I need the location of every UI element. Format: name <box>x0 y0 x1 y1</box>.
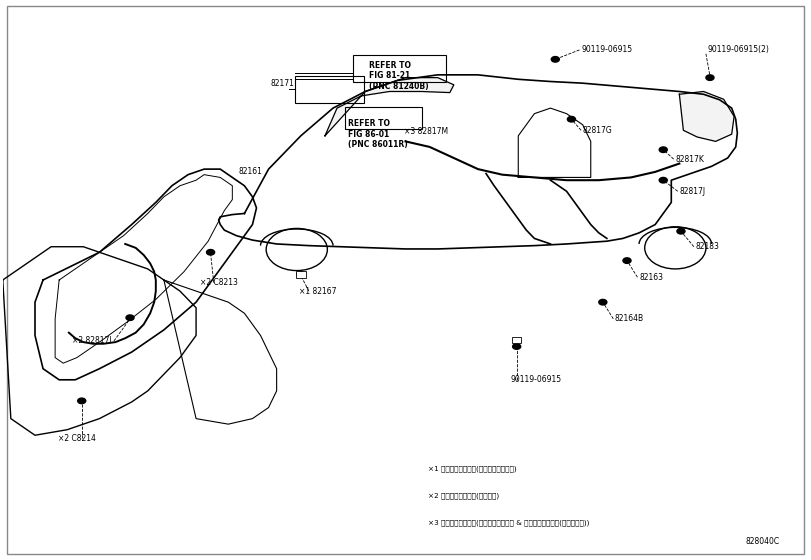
Text: 82817G: 82817G <box>582 126 612 135</box>
Text: 82161: 82161 <box>238 167 262 176</box>
Text: ×1 ウェルキャブ有り(助手座回転シート): ×1 ウェルキャブ有り(助手座回転シート) <box>428 466 517 472</box>
Text: 82817J: 82817J <box>680 187 706 196</box>
Circle shape <box>78 398 86 404</box>
Text: ×2 C8213: ×2 C8213 <box>200 278 238 287</box>
Text: 82817K: 82817K <box>676 155 704 164</box>
Text: ×3 ウェルキャブ有り(助手座回転シート & サイドエアバッグ(運転座のみ)): ×3 ウェルキャブ有り(助手座回転シート & サイドエアバッグ(運転座のみ)) <box>428 519 590 526</box>
Text: 90119-06915(2): 90119-06915(2) <box>707 45 770 54</box>
Circle shape <box>297 272 305 277</box>
Bar <box>512 337 521 343</box>
Text: 82171: 82171 <box>271 78 294 88</box>
Text: 82183: 82183 <box>696 242 719 251</box>
Circle shape <box>513 344 521 349</box>
Polygon shape <box>325 78 454 136</box>
Text: ×3 82817M: ×3 82817M <box>404 127 448 136</box>
Bar <box>296 271 306 278</box>
Text: 90119-06915: 90119-06915 <box>581 45 633 54</box>
Circle shape <box>659 178 667 183</box>
Bar <box>345 107 422 129</box>
Circle shape <box>126 315 134 320</box>
Bar <box>295 76 363 102</box>
Text: ×1 82167: ×1 82167 <box>299 287 337 296</box>
Text: ×2 ウェルキャブ有り(クレーン): ×2 ウェルキャブ有り(クレーン) <box>428 492 500 499</box>
Circle shape <box>551 57 560 62</box>
Circle shape <box>706 75 714 81</box>
Circle shape <box>623 258 631 263</box>
Text: ×2 82817L: ×2 82817L <box>72 337 114 346</box>
Bar <box>353 55 446 82</box>
Circle shape <box>659 147 667 152</box>
Text: 82163: 82163 <box>639 273 663 282</box>
Circle shape <box>207 250 215 255</box>
Circle shape <box>677 228 685 234</box>
Text: REFER TO
FIG 81-21
(PNC 81240B): REFER TO FIG 81-21 (PNC 81240B) <box>369 61 429 91</box>
Polygon shape <box>680 91 734 141</box>
Circle shape <box>568 116 576 122</box>
Text: ×2 C8214: ×2 C8214 <box>58 433 97 442</box>
Text: 90119-06915: 90119-06915 <box>510 375 561 384</box>
Circle shape <box>599 300 607 305</box>
Text: 82164B: 82164B <box>615 314 644 323</box>
Text: 828040C: 828040C <box>746 537 780 546</box>
Text: REFER TO
FIG 86-01
(PNC 86011R): REFER TO FIG 86-01 (PNC 86011R) <box>347 119 407 149</box>
